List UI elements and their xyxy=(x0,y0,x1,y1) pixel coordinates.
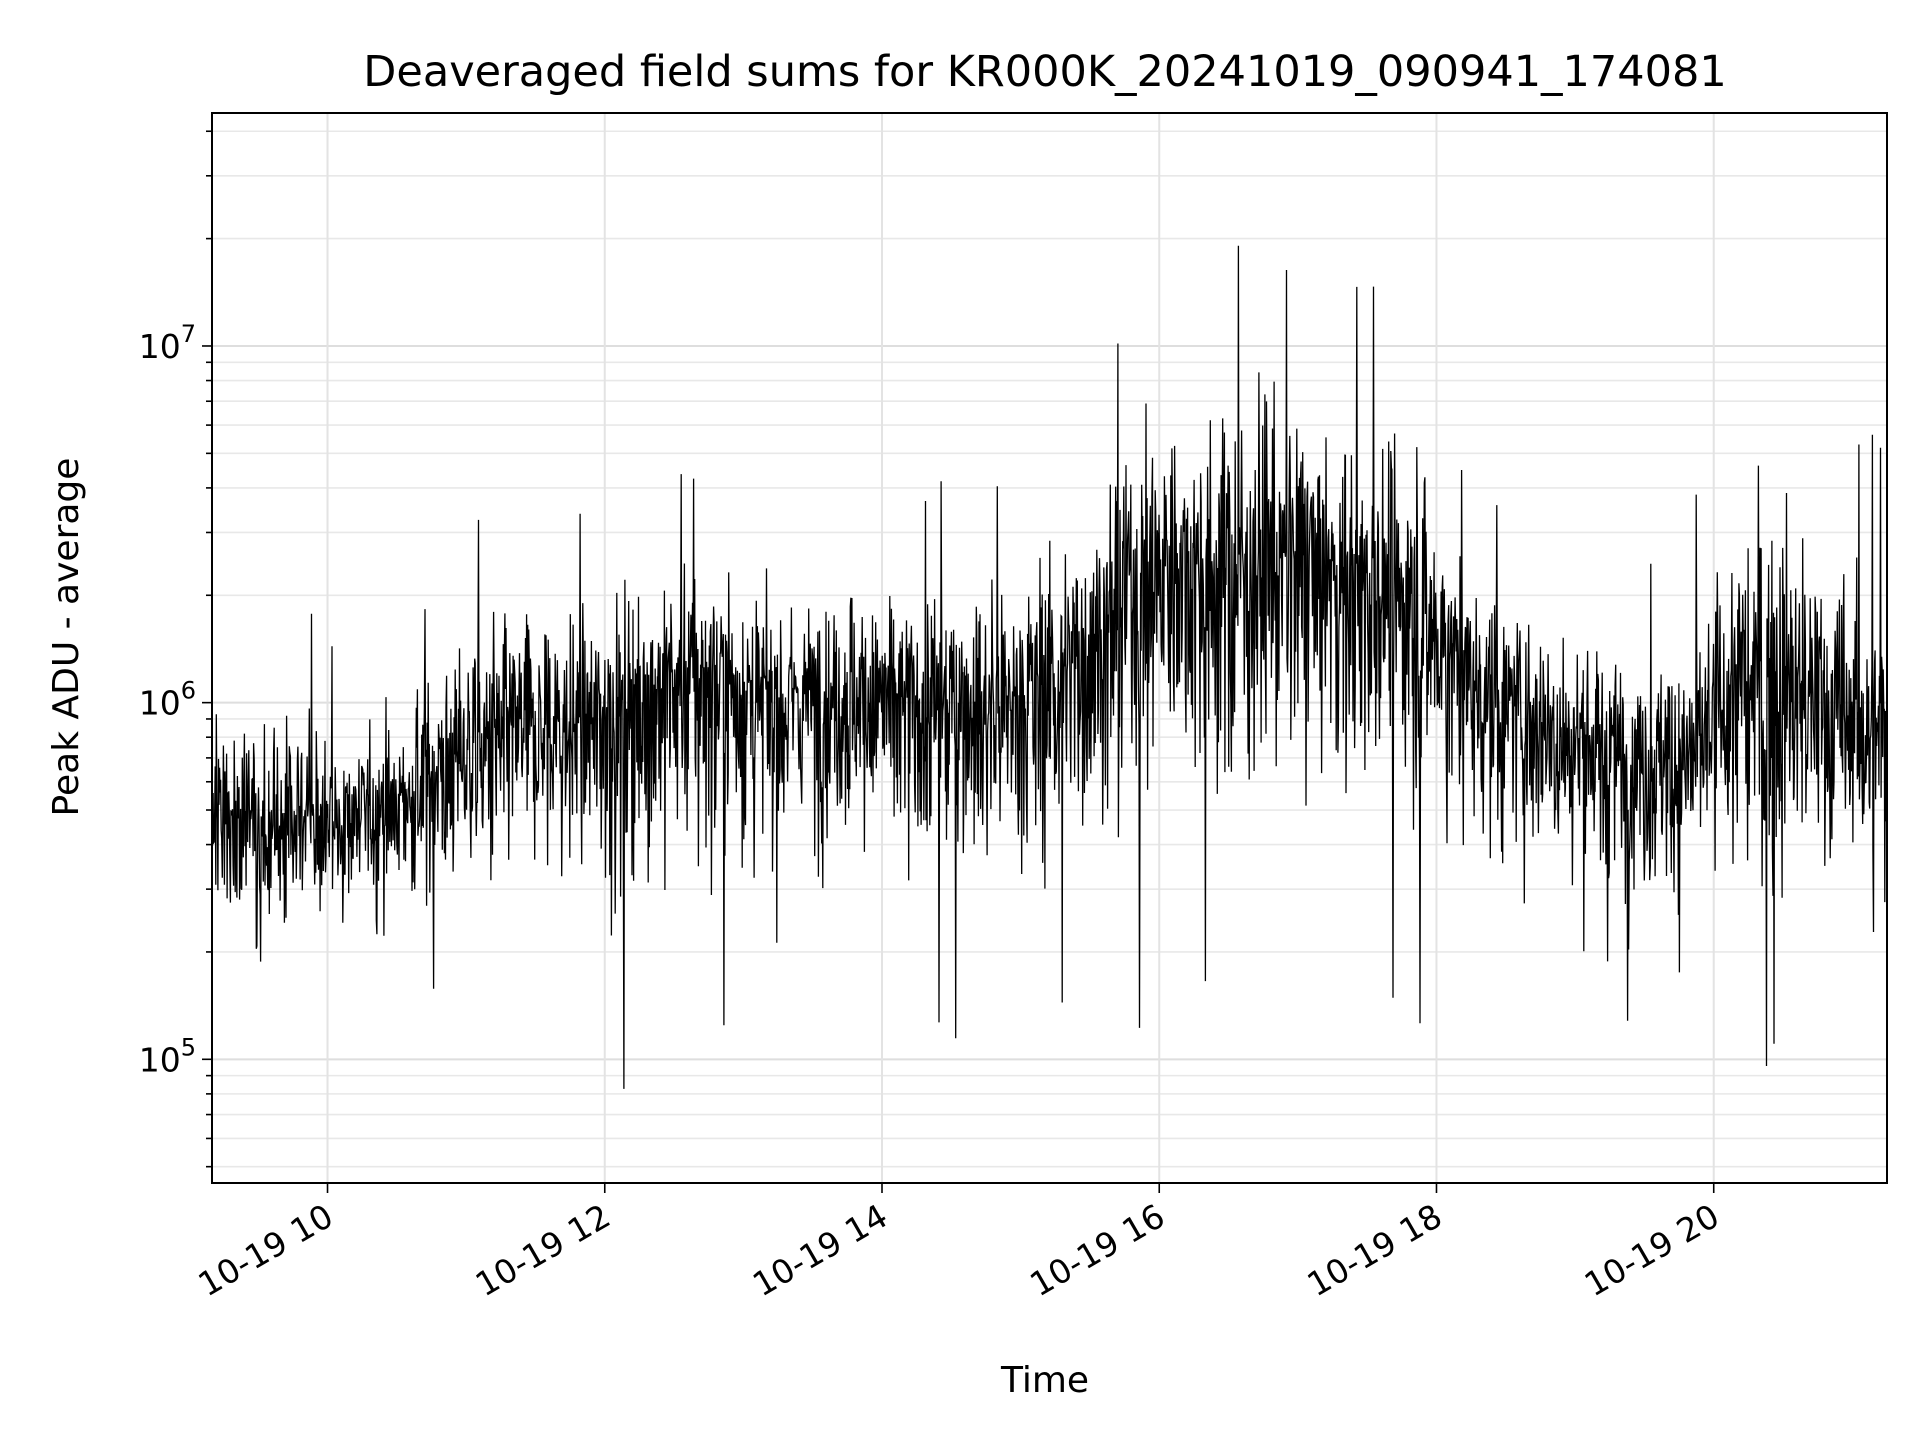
plot-frame xyxy=(211,112,1888,1184)
y-tick-exponent: 7 xyxy=(181,320,196,348)
y-tick-exponent: 6 xyxy=(181,677,196,705)
x-tick-label: 10-19 12 xyxy=(469,1196,617,1304)
x-tick-label: 10-19 18 xyxy=(1300,1196,1448,1304)
y-tick-base: 10 xyxy=(139,684,181,723)
y-tick-label: 107 xyxy=(139,320,196,366)
x-tick-label: 10-19 16 xyxy=(1023,1196,1171,1304)
x-tick-label: 10-19 10 xyxy=(192,1196,340,1304)
y-tick-base: 10 xyxy=(139,327,181,366)
y-axis-title: Peak ADU - average xyxy=(46,458,87,817)
chart-title: Deaveraged field sums for KR000K_2024101… xyxy=(363,47,1726,97)
data-layer xyxy=(211,245,1888,1089)
y-tick-exponent: 5 xyxy=(181,1033,196,1061)
series-line xyxy=(211,245,1888,1089)
y-tick-base: 10 xyxy=(139,1040,181,1079)
x-tick-label: 10-19 14 xyxy=(746,1196,894,1304)
y-tick-label: 106 xyxy=(139,677,196,723)
x-axis-title: Time xyxy=(1000,1360,1089,1401)
x-tick-label: 10-19 20 xyxy=(1578,1196,1726,1304)
y-tick-label: 105 xyxy=(139,1033,196,1079)
